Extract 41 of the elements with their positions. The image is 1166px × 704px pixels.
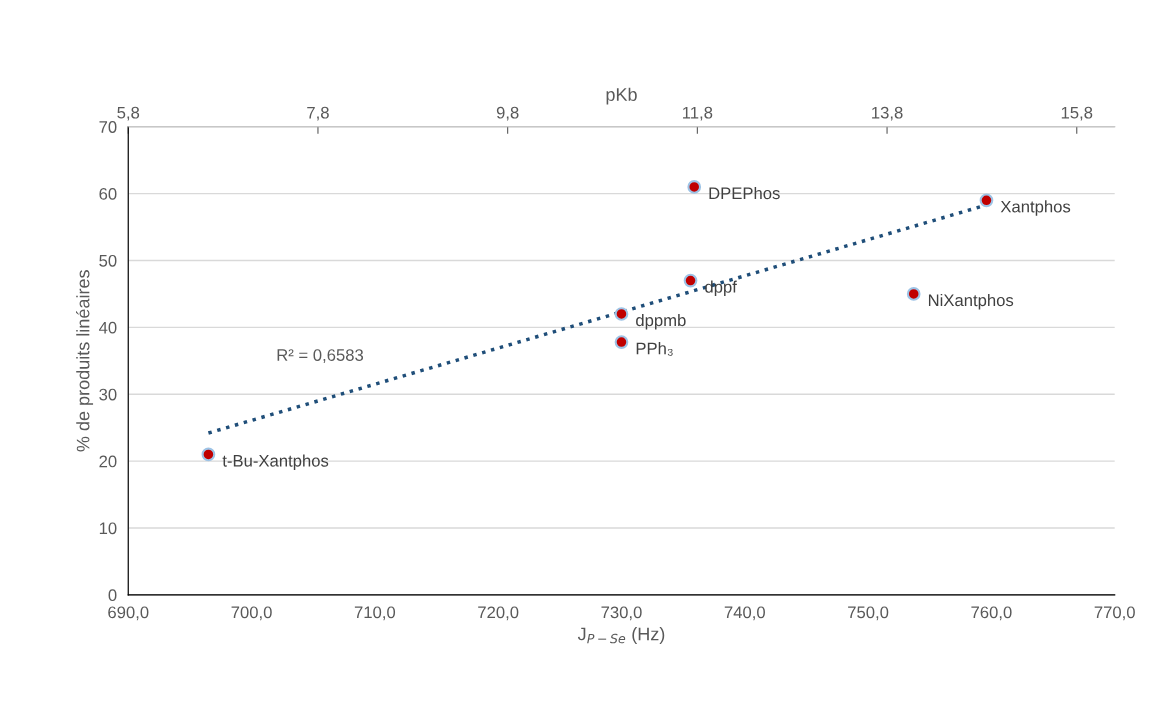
x-tick-label: 770,0 xyxy=(1094,606,1135,621)
annotation: t-Bu-Xantphos xyxy=(222,454,329,470)
y-tick-label: 10 xyxy=(99,522,117,535)
x-tick-label: 710,0 xyxy=(354,606,396,621)
annotation: dppmb xyxy=(636,313,686,330)
y-axis-title: % de produits linéaires xyxy=(76,270,94,452)
y-tick-label: 60 xyxy=(99,188,117,200)
point xyxy=(614,335,629,349)
x2-tick-label: 5,8 xyxy=(117,106,140,121)
x-tick-label: 700,0 xyxy=(231,606,272,621)
annotation: dppf xyxy=(705,280,737,297)
x-tick-label: 720,0 xyxy=(478,606,519,621)
x2-tick-label: 11,8 xyxy=(683,106,713,121)
point xyxy=(201,447,216,462)
x-tick-label: 740,0 xyxy=(724,606,765,621)
x-tick-label: 760,0 xyxy=(971,606,1012,621)
y-tick-label: 40 xyxy=(99,321,117,334)
point xyxy=(683,273,698,288)
x-tick-label: 690,0 xyxy=(108,606,149,621)
x2-tick-label: 7,8 xyxy=(307,106,329,121)
x-tick-label: 730,0 xyxy=(601,606,642,621)
y-tick-label: 0 xyxy=(108,589,117,602)
x2-tick-label: 15,8 xyxy=(1061,106,1093,121)
annotation: Xantphos xyxy=(1000,200,1071,216)
point xyxy=(979,193,994,208)
x-axis-title: J$_{P−Se}$ (Hz) xyxy=(577,627,665,644)
annotation: PPh₃ xyxy=(636,342,673,356)
x2-tick-label: 9,8 xyxy=(496,106,519,121)
x-tick-label: 750,0 xyxy=(848,606,889,621)
annotation: R² = 0,6583 xyxy=(277,349,364,363)
x2-axis-title: pKb xyxy=(606,87,637,105)
y-tick-label: 50 xyxy=(99,254,117,267)
point xyxy=(687,180,702,194)
point xyxy=(906,287,921,301)
annotation: NiXantphos xyxy=(928,293,1014,310)
y-tick-label: 70 xyxy=(99,121,117,133)
annotation: DPEPhos xyxy=(709,186,780,200)
x2-tick-label: 13,8 xyxy=(872,106,903,121)
y-tick-label: 20 xyxy=(99,455,117,468)
y-tick-label: 30 xyxy=(99,388,117,401)
point xyxy=(614,307,629,321)
